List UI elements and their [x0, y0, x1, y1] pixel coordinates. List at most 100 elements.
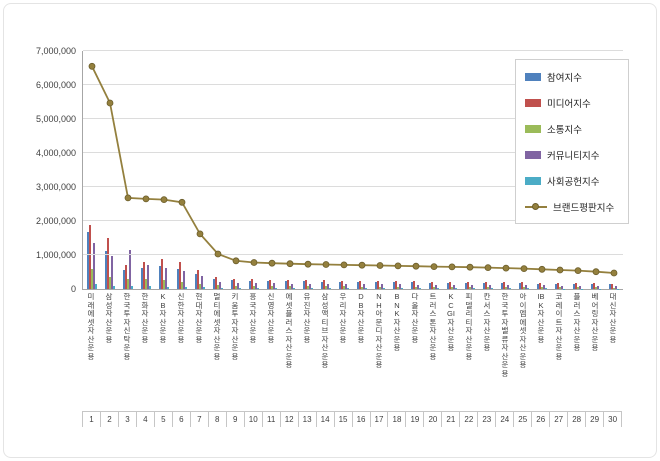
- bar-communication-index: [379, 286, 381, 289]
- bar-participation-index: [141, 267, 143, 289]
- rank-label: 21: [441, 412, 459, 427]
- legend-line-dot: [532, 203, 539, 210]
- bar-community-index: [183, 271, 185, 289]
- bar-group: [479, 51, 497, 289]
- line-marker: [502, 264, 510, 272]
- line-marker: [88, 62, 96, 70]
- bar-group: [83, 51, 101, 289]
- bar-group: [353, 51, 371, 289]
- bar-media-index: [557, 282, 559, 289]
- bar-communication-index: [595, 287, 597, 289]
- bar-communication-index: [217, 285, 219, 289]
- category-label-cell: KCGI자산운용: [442, 293, 460, 411]
- category-label: 베어링자산운용: [591, 293, 599, 352]
- category-label: 아이엠에셋자산운용: [519, 293, 527, 369]
- bar-participation-index: [573, 283, 575, 289]
- legend-label: 사회공헌지수: [547, 176, 600, 188]
- bar-social-contribution-index: [221, 287, 223, 289]
- category-label: IBK자산운용: [537, 293, 545, 344]
- category-label: 삼성액티브자산운용: [321, 293, 329, 369]
- bar-media-index: [449, 281, 451, 289]
- category-label: 칸서스자산운용: [483, 293, 491, 352]
- bar-communication-index: [163, 280, 165, 289]
- bar-group: [119, 51, 137, 289]
- y-axis-tick-label: 3,000,000: [35, 182, 76, 192]
- category-label-cell: 미래에셋자산운용: [82, 293, 100, 411]
- bar-communication-index: [577, 287, 579, 289]
- bar-community-index: [363, 284, 365, 289]
- bar-participation-index: [123, 270, 125, 289]
- legend-entry-communication-index: 소통지수: [525, 120, 619, 137]
- bar-communication-index: [559, 287, 561, 289]
- bar-social-contribution-index: [203, 287, 205, 289]
- legend-label: 참여지수: [547, 72, 582, 84]
- line-marker: [484, 264, 492, 272]
- category-label: 미래에셋자산운용: [87, 293, 95, 361]
- bar-communication-index: [289, 286, 291, 289]
- legend-swatch-social-contribution-index: [525, 176, 541, 185]
- line-marker: [106, 99, 114, 107]
- rank-label: 29: [585, 412, 603, 427]
- line-marker: [592, 268, 600, 276]
- category-label: 에셋플러스자산운용: [285, 293, 293, 369]
- bar-group: [263, 51, 281, 289]
- bar-participation-index: [321, 281, 323, 289]
- bar-participation-index: [159, 265, 161, 289]
- category-label-cell: DB자산운용: [352, 293, 370, 411]
- bar-participation-index: [555, 283, 557, 289]
- bar-community-index: [291, 283, 293, 289]
- bar-group: [191, 51, 209, 289]
- bar-social-contribution-index: [257, 287, 259, 289]
- bar-media-index: [431, 281, 433, 289]
- bar-community-index: [471, 284, 473, 289]
- bar-community-index: [453, 284, 455, 289]
- bar-participation-index: [609, 284, 611, 289]
- bar-social-contribution-index: [347, 288, 349, 289]
- bar-community-index: [345, 283, 347, 289]
- line-marker: [250, 259, 258, 266]
- rank-label: 9: [225, 412, 244, 427]
- bar-social-contribution-index: [455, 288, 457, 289]
- bar-participation-index: [393, 282, 395, 289]
- bar-participation-index: [465, 282, 467, 289]
- category-label-cell: BNK자산운용: [388, 293, 406, 411]
- bar-group: [551, 51, 569, 289]
- bar-community-index: [381, 284, 383, 289]
- gridline: [83, 84, 623, 85]
- bar-group: [245, 51, 263, 289]
- bar-community-index: [507, 285, 509, 289]
- bar-community-index: [93, 243, 95, 289]
- category-label: KCGI자산운용: [447, 293, 455, 352]
- bar-media-index: [215, 276, 217, 289]
- rank-label: 27: [549, 412, 567, 427]
- rank-label: 3: [117, 412, 136, 427]
- x-axis-rank-labels: 1 2 3 4 5 6 7 8 9 10 11 12 13 14 15 16 17 18 19 20 21 22 23 24 2…: [82, 411, 623, 427]
- category-label-cell: 유진자산운용: [298, 293, 316, 411]
- rank-label: 18: [387, 412, 405, 427]
- rank-label: 11: [261, 412, 280, 427]
- line-marker: [448, 263, 456, 271]
- bar-communication-index: [541, 287, 543, 289]
- bar-communication-index: [235, 285, 237, 289]
- bar-community-index: [237, 282, 239, 289]
- bar-communication-index: [361, 286, 363, 289]
- category-label-cell: 한화자산운용: [136, 293, 154, 411]
- rank-label: 12: [279, 412, 298, 427]
- bar-social-contribution-index: [275, 287, 277, 289]
- category-label: BNK자산운용: [393, 293, 401, 352]
- rank-label: 26: [531, 412, 549, 427]
- bar-media-index: [143, 262, 145, 289]
- y-axis-tick-label: 7,000,000: [35, 46, 76, 56]
- rank-label: 10: [243, 412, 262, 427]
- category-label: 우리자산운용: [339, 293, 347, 344]
- bar-community-index: [309, 283, 311, 289]
- bar-participation-index: [375, 282, 377, 289]
- bar-communication-index: [505, 287, 507, 289]
- rank-label: 30: [603, 412, 623, 427]
- bar-community-index: [489, 285, 491, 289]
- legend-entry-media-index: 미디어지수: [525, 94, 619, 111]
- bar-social-contribution-index: [545, 288, 547, 289]
- rank-label: 4: [135, 412, 154, 427]
- bar-social-contribution-index: [95, 283, 97, 289]
- bar-social-contribution-index: [527, 288, 529, 289]
